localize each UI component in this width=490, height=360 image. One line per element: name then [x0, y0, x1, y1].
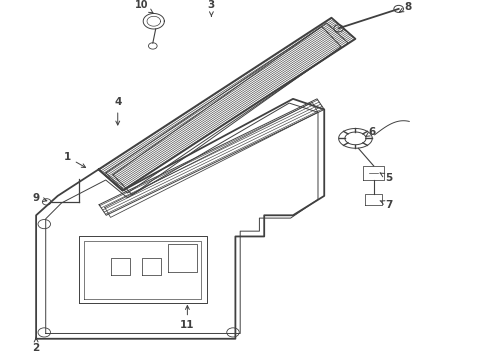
Text: 4: 4 [114, 98, 122, 125]
Text: 9: 9 [32, 193, 47, 203]
Text: 3: 3 [208, 0, 215, 16]
Text: 8: 8 [399, 2, 412, 12]
Text: 11: 11 [180, 306, 195, 330]
Text: 10: 10 [135, 0, 153, 13]
Text: 7: 7 [380, 200, 393, 210]
Text: 6: 6 [366, 127, 376, 138]
Text: 1: 1 [64, 152, 86, 167]
Text: 5: 5 [380, 173, 392, 183]
Text: 2: 2 [32, 337, 40, 352]
